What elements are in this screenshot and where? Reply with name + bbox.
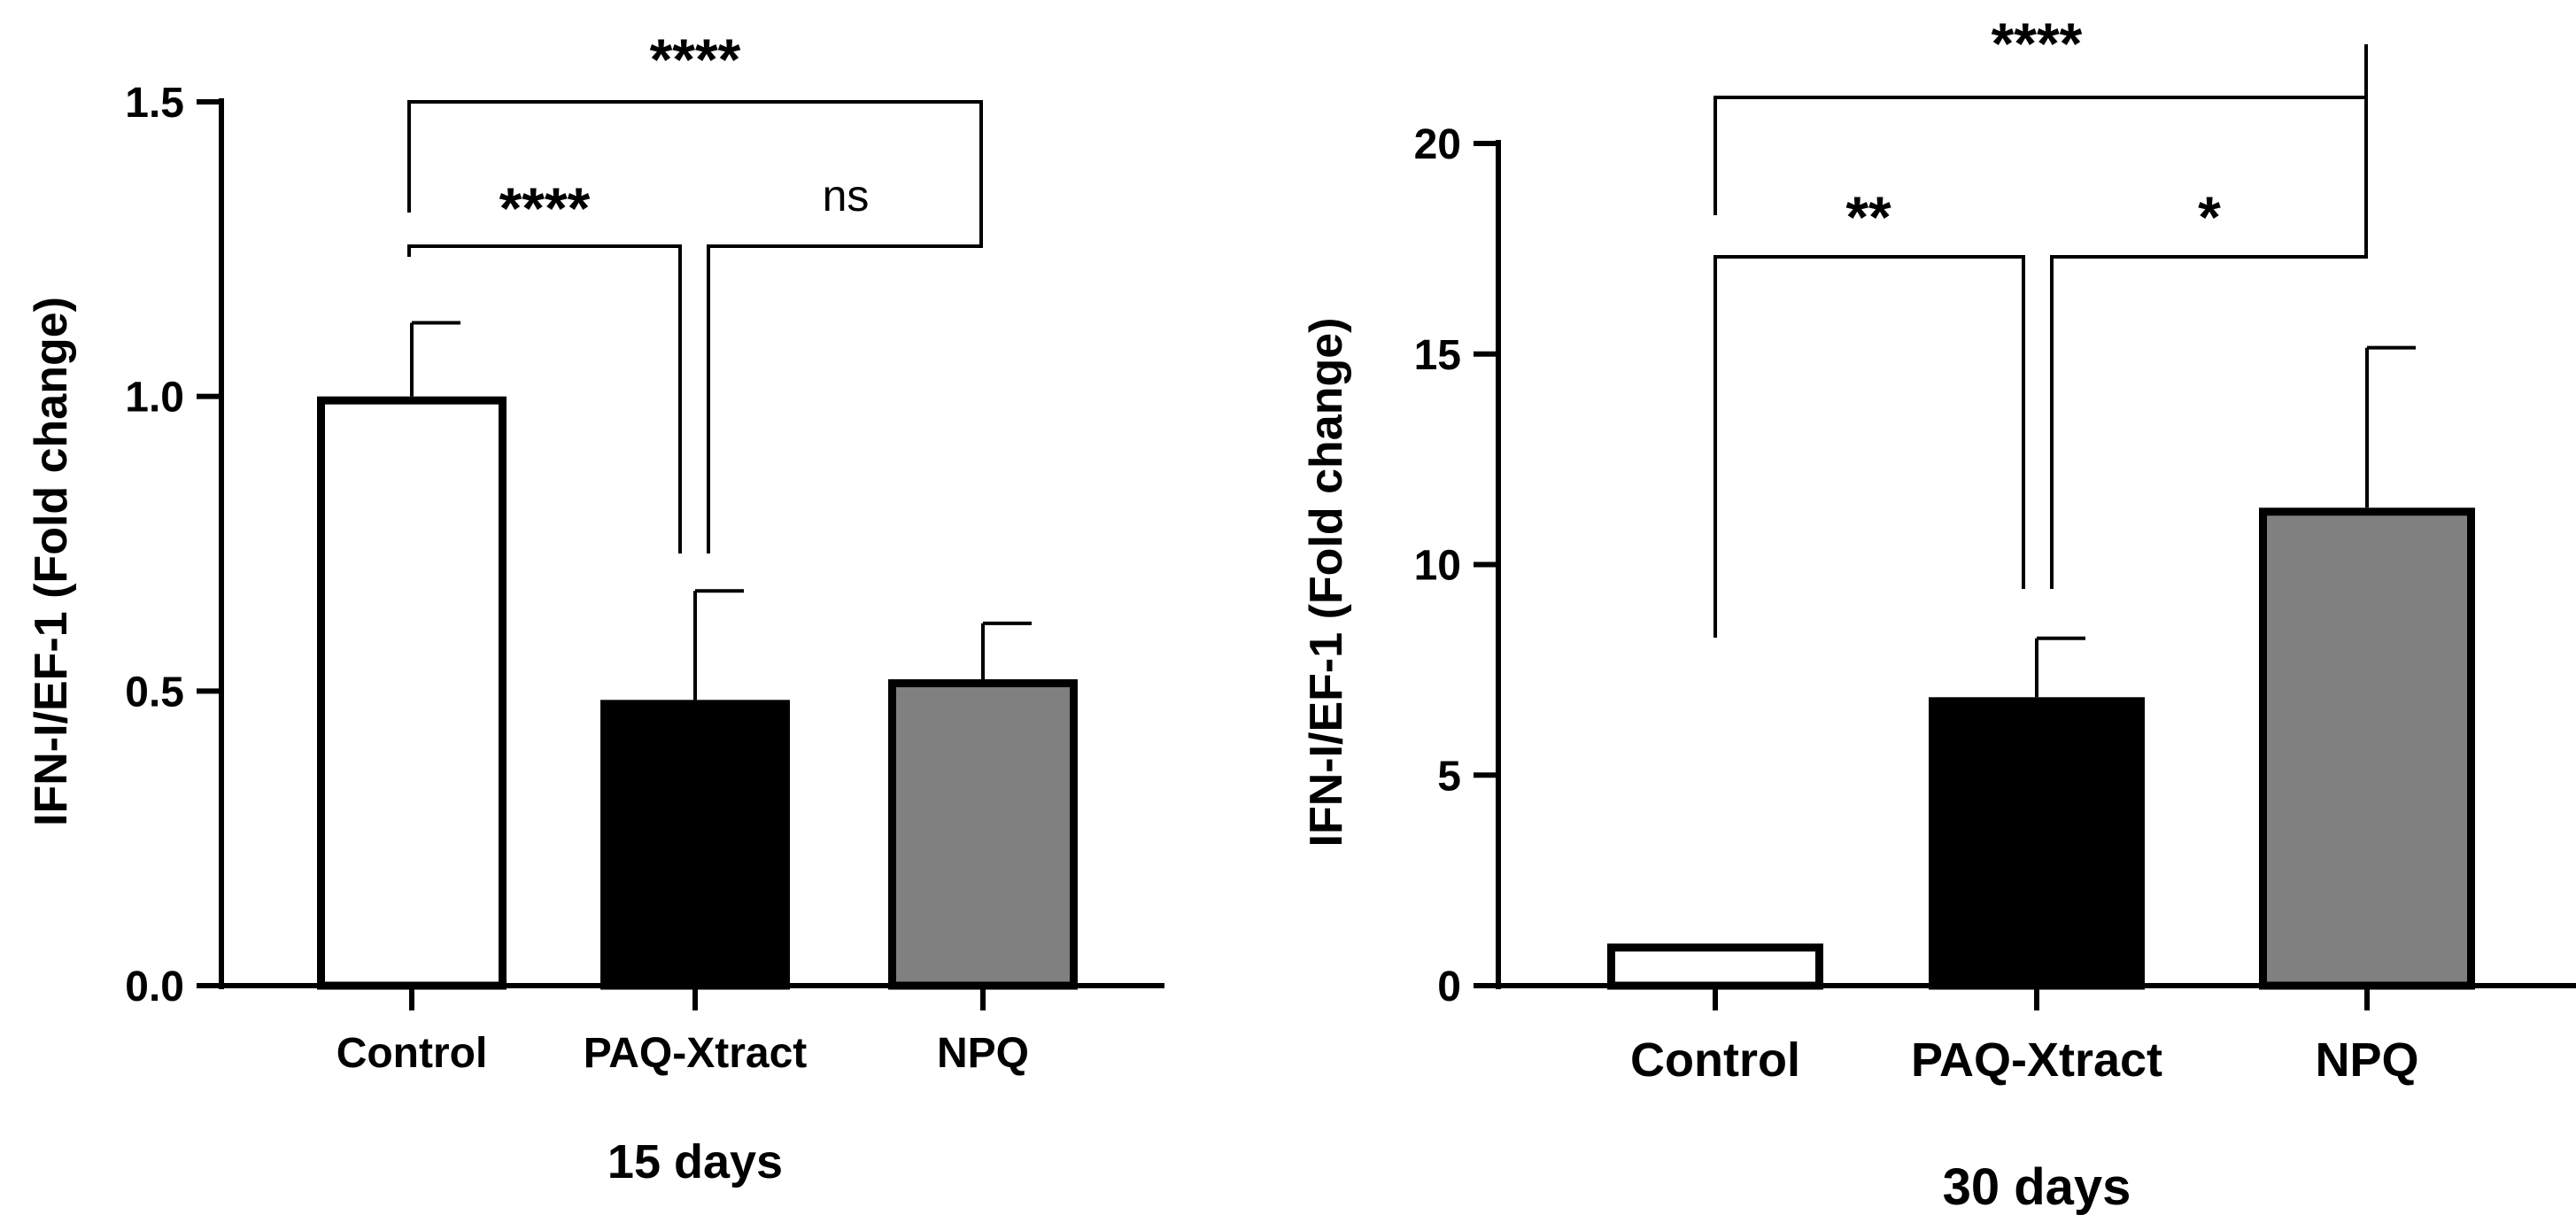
x-axis-title: 30 days — [1943, 1158, 2131, 1216]
x-tick-label: Control — [337, 1030, 488, 1077]
significance-bracket — [1713, 96, 2368, 215]
x-tick-label: PAQ-Xtract — [584, 1030, 808, 1077]
significance-label: **** — [499, 175, 591, 241]
bar-paq-xtract — [600, 700, 790, 990]
significance-bracket — [407, 244, 682, 553]
y-tick-label: 5 — [1437, 753, 1461, 800]
y-tick-label: 15 — [1414, 332, 1461, 379]
bar-control — [317, 396, 507, 990]
y-tick-label: 0.0 — [125, 964, 184, 1010]
significance-label: ns — [823, 171, 870, 221]
x-tick-label: PAQ-Xtract — [1911, 1033, 2162, 1087]
significance-bracket — [2050, 44, 2368, 589]
y-tick-label: 1.0 — [125, 375, 184, 422]
chart-15-days: 0.0 0.5 1.0 1.5 Control PAQ-Xtract NPQ **** ****… — [26, 27, 1164, 1188]
significance-bracket — [1713, 255, 2025, 638]
x-tick-label: Control — [1630, 1033, 1800, 1087]
x-tick-label: NPQ — [2315, 1033, 2418, 1087]
y-tick-label: 20 — [1414, 121, 1461, 168]
x-tick-label: NPQ — [937, 1030, 1029, 1077]
y-axis-title: IFN-I/EF-1 (Fold change) — [1301, 318, 1352, 848]
y-tick-label: 0 — [1437, 964, 1461, 1010]
significance-label: * — [2198, 184, 2221, 250]
significance-label: **** — [1992, 11, 2083, 76]
bar-control — [1607, 943, 1823, 990]
y-tick-label: 10 — [1414, 543, 1461, 590]
significance-label: **** — [650, 27, 741, 92]
bar-npq — [888, 679, 1078, 990]
y-tick-label: 1.5 — [125, 80, 184, 127]
y-tick-label: 0.5 — [125, 669, 184, 716]
y-axis-title: IFN-I/EF-1 (Fold change) — [26, 297, 77, 826]
significance-bracket — [407, 100, 983, 213]
bar-npq — [2259, 507, 2475, 990]
significance-bracket — [707, 211, 983, 553]
bar-paq-xtract — [1929, 697, 2145, 990]
significance-label: ** — [1845, 184, 1891, 250]
x-axis-title: 15 days — [607, 1135, 783, 1188]
